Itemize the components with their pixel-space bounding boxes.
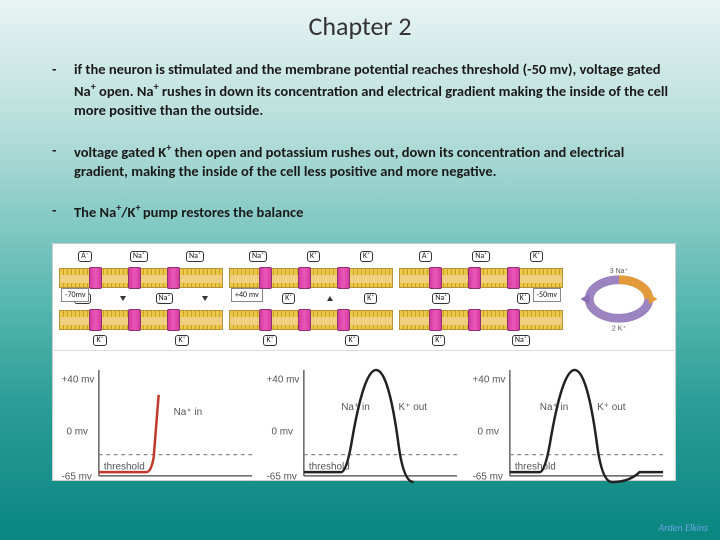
svg-text:0 mv: 0 mv <box>272 427 294 438</box>
svg-text:-65 mv: -65 mv <box>472 471 502 482</box>
bullet-text: The Na+/K+ pump restores the balance <box>74 201 303 222</box>
svg-text:-65 mv: -65 mv <box>61 471 91 482</box>
svg-text:Na⁺ in: Na⁺ in <box>539 402 568 413</box>
svg-text:0 mv: 0 mv <box>477 427 499 438</box>
membrane-stage-3: -50mv A⁻Na⁺K⁺ Na⁺K⁺ K⁺Na⁺ <box>399 250 563 348</box>
list-item: - voltage gated K+ then open and potassi… <box>52 141 672 182</box>
pump-label: 2 K⁺ <box>612 325 627 332</box>
bullet-dash: - <box>52 201 74 222</box>
svg-text:K⁺ out: K⁺ out <box>597 402 626 413</box>
voltage-graph-2: +40 mv 0 mv -65 mv threshold Na⁺ in K⁺ o… <box>264 355 463 497</box>
figure-panel: -70mv A⁻Na⁺Na⁺ Na⁺Na⁺ K⁺K⁺ +40 mv Na⁺K⁺K… <box>52 243 676 481</box>
membrane-row: -70mv A⁻Na⁺Na⁺ Na⁺Na⁺ K⁺K⁺ +40 mv Na⁺K⁺K… <box>53 244 675 351</box>
list-item: - if the neuron is stimulated and the me… <box>52 60 672 121</box>
voltage-graph-1: +40 mv 0 mv -65 mv threshold Na⁺ in <box>59 355 258 497</box>
sodium-potassium-pump-icon: 3 Na⁺ 2 K⁺ <box>569 250 669 348</box>
svg-text:Na⁺ in: Na⁺ in <box>342 402 371 413</box>
svg-text:0 mv: 0 mv <box>66 427 88 438</box>
mv-badge: -50mv <box>533 288 561 302</box>
bullet-dash: - <box>52 60 74 121</box>
pump-label: 3 Na⁺ <box>610 268 629 275</box>
signature: Arden Elkins <box>658 521 708 534</box>
svg-text:-65 mv: -65 mv <box>267 471 297 482</box>
page-title: Chapter 2 <box>0 0 720 60</box>
svg-text:+40 mv: +40 mv <box>267 374 300 385</box>
voltage-graph-3: +40 mv 0 mv -65 mv threshold Na⁺ in K⁺ o… <box>470 355 669 497</box>
list-item: - The Na+/K+ pump restores the balance <box>52 201 672 222</box>
svg-text:+40 mv: +40 mv <box>472 374 505 385</box>
mv-badge: +40 mv <box>231 288 263 302</box>
membrane-stage-1: -70mv A⁻Na⁺Na⁺ Na⁺Na⁺ K⁺K⁺ <box>59 250 223 348</box>
svg-text:+40 mv: +40 mv <box>61 374 94 385</box>
membrane-stage-2: +40 mv Na⁺K⁺K⁺ K⁺K⁺ K⁺K⁺ <box>229 250 393 348</box>
bullet-text: if the neuron is stimulated and the memb… <box>74 60 672 121</box>
graph-row: +40 mv 0 mv -65 mv threshold Na⁺ in +40 … <box>53 351 675 515</box>
bullet-dash: - <box>52 141 74 182</box>
bullet-list: - if the neuron is stimulated and the me… <box>0 60 720 223</box>
mv-badge: -70mv <box>61 288 89 302</box>
svg-text:Na⁺ in: Na⁺ in <box>174 407 203 418</box>
bullet-text: voltage gated K+ then open and potassium… <box>74 141 672 182</box>
svg-text:K⁺ out: K⁺ out <box>399 402 428 413</box>
